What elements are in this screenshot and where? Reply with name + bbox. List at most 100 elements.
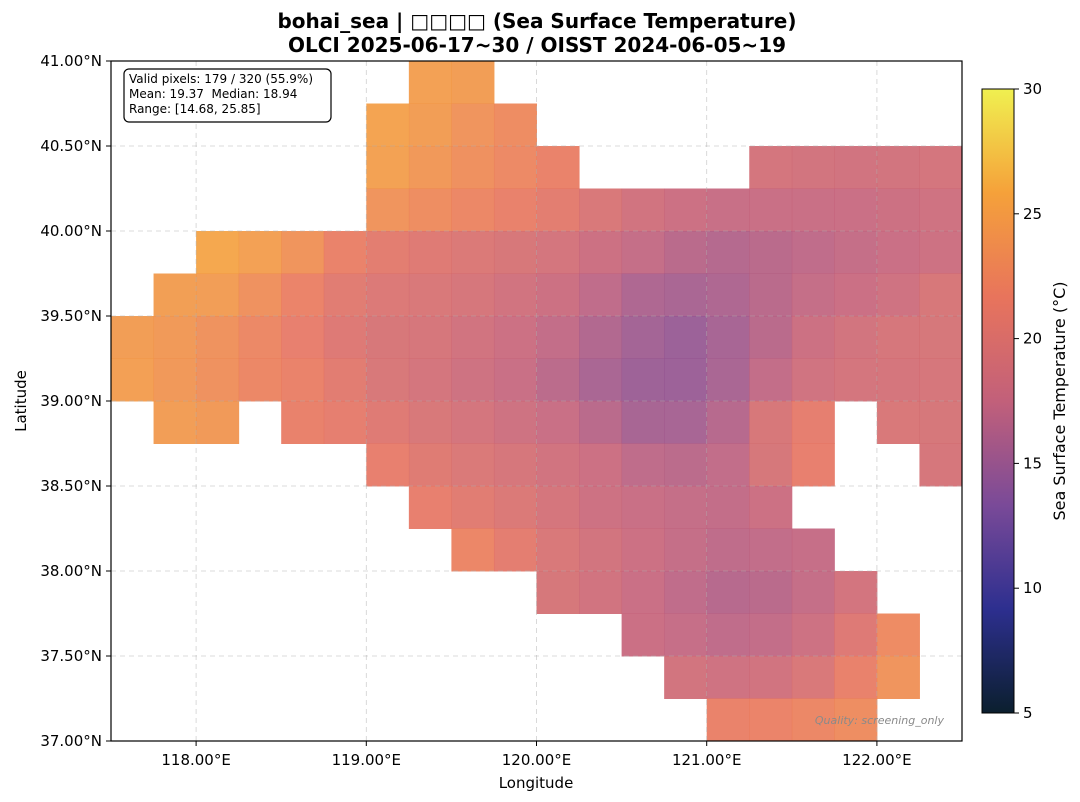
heatmap-cell <box>664 571 708 614</box>
heatmap-cell <box>749 316 793 359</box>
heatmap-cell <box>749 698 793 742</box>
heatmap-cell <box>664 316 708 359</box>
heatmap-cell <box>196 273 240 317</box>
heatmap-cell <box>876 231 920 274</box>
heatmap-cell <box>536 146 580 189</box>
heatmap-cell <box>706 571 750 614</box>
heatmap-cell <box>919 358 963 402</box>
heatmap-cell <box>493 358 537 402</box>
heatmap-cell <box>153 273 197 317</box>
heatmap-cell <box>791 401 835 444</box>
heatmap-cell <box>493 316 537 359</box>
heatmap-cell <box>579 358 623 402</box>
heatmap-cell <box>919 273 963 317</box>
heatmap-cell <box>834 358 878 402</box>
heatmap-cell <box>664 358 708 402</box>
heatmap-cell <box>493 103 537 147</box>
heatmap-cell <box>791 316 835 359</box>
heatmap-cell <box>664 443 708 487</box>
heatmap-cell <box>408 103 452 147</box>
heatmap-cell <box>876 146 920 189</box>
heatmap-cell <box>791 273 835 317</box>
heatmap-cell <box>834 273 878 317</box>
y-tick-label: 38.00°N <box>40 562 102 580</box>
heatmap-cell <box>536 528 580 572</box>
heatmap-cell <box>536 571 580 614</box>
heatmap-cell <box>834 571 878 614</box>
heatmap-cell <box>579 401 623 444</box>
heatmap-cell <box>791 443 835 487</box>
heatmap-cell <box>579 188 623 232</box>
heatmap-cell <box>749 231 793 274</box>
y-tick-label: 37.00°N <box>40 732 102 750</box>
heatmap-cell <box>876 358 920 402</box>
heatmap-cell <box>791 656 835 699</box>
stats-box: Valid pixels: 179 / 320 (55.9%) Mean: 19… <box>123 68 332 123</box>
x-tick-label: 121.00°E <box>672 751 741 769</box>
plot-area <box>110 60 963 742</box>
colorbar-tick-label: 10 <box>1023 579 1042 597</box>
heatmap-cell <box>834 613 878 657</box>
heatmap-cell <box>281 358 325 402</box>
heatmap-cell <box>323 401 367 444</box>
heatmap-cell <box>876 188 920 232</box>
heatmap-cell <box>749 613 793 657</box>
heatmap-cell <box>621 273 665 317</box>
heatmap-cell <box>791 528 835 572</box>
heatmap-cell <box>323 358 367 402</box>
stats-mean-median: Mean: 19.37 Median: 18.94 <box>129 87 297 101</box>
heatmap-cell <box>749 571 793 614</box>
x-axis-label: Longitude <box>499 774 574 792</box>
heatmap-cell <box>281 316 325 359</box>
quality-watermark: Quality: screening_only <box>815 714 945 727</box>
heatmap-cell <box>664 613 708 657</box>
x-tick-label: 122.00°E <box>842 751 911 769</box>
grid-lines <box>111 61 962 741</box>
heatmap-cell <box>919 316 963 359</box>
y-tick-label: 37.50°N <box>40 647 102 665</box>
heatmap-cell <box>238 273 282 317</box>
heatmap-cell <box>408 273 452 317</box>
heatmap-cell <box>451 358 495 402</box>
stats-range: Range: [14.68, 25.85] <box>129 102 261 116</box>
heatmap-cell <box>323 231 367 274</box>
heatmap-cell <box>451 273 495 317</box>
heatmap-cell <box>919 231 963 274</box>
y-tick-label: 40.50°N <box>40 137 102 155</box>
heatmap-cell <box>834 698 878 742</box>
heatmap-cell <box>834 656 878 699</box>
heatmap-cell <box>323 273 367 317</box>
heatmap-cell <box>706 273 750 317</box>
heatmap-cell <box>536 443 580 487</box>
heatmap-cell <box>408 443 452 487</box>
heatmap-cell <box>919 401 963 444</box>
heatmap-cell <box>536 316 580 359</box>
heatmap-cell <box>876 613 920 657</box>
heatmap-cell <box>834 188 878 232</box>
heatmap-cell <box>493 528 537 572</box>
heatmap-cell <box>919 188 963 232</box>
heatmap-cell <box>408 146 452 189</box>
colorbar: 5 10 15 20 25 30 Sea Surface Temperature (°C) <box>981 80 1069 722</box>
heatmap-cell <box>579 273 623 317</box>
heatmap-cell <box>408 61 452 104</box>
heatmap-cell <box>451 146 495 189</box>
heatmap-cell <box>749 273 793 317</box>
heatmap-cell <box>749 188 793 232</box>
heatmap-cell <box>621 188 665 232</box>
heatmap-cell <box>408 231 452 274</box>
heatmap-cell <box>706 528 750 572</box>
heatmap-cell <box>579 486 623 529</box>
heatmap-cell <box>579 316 623 359</box>
heatmap-cell <box>408 486 452 529</box>
heatmap-cell <box>366 231 410 274</box>
heatmap-cell <box>706 358 750 402</box>
heatmap-cell <box>621 401 665 444</box>
heatmap-cell <box>664 656 708 699</box>
heatmap-cell <box>621 443 665 487</box>
heatmap-cell <box>196 316 240 359</box>
heatmap-cell <box>664 401 708 444</box>
heatmap-cell <box>876 273 920 317</box>
y-tick-label: 41.00°N <box>40 52 102 70</box>
heatmap-cell <box>791 146 835 189</box>
